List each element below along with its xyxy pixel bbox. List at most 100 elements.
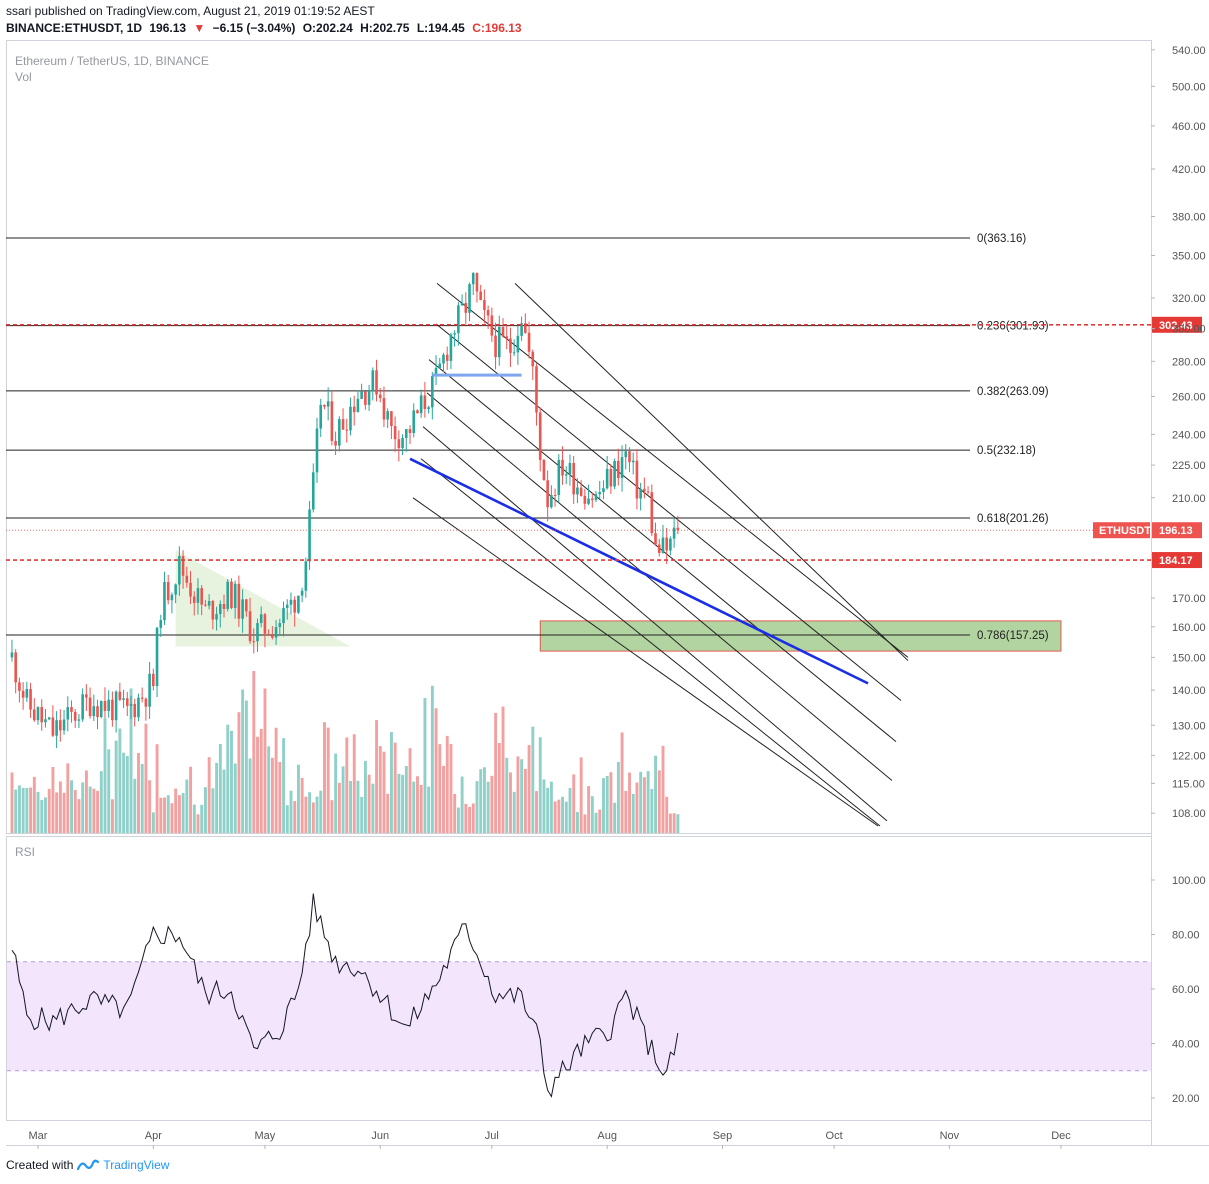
candle-body <box>200 588 203 605</box>
volume-bar <box>297 764 300 833</box>
candle-body <box>103 700 107 711</box>
candle-body <box>609 468 613 487</box>
volume-bar <box>196 814 200 833</box>
candle-body <box>617 460 620 479</box>
candle-body <box>505 336 509 339</box>
candle-body <box>204 604 207 606</box>
volume-bar <box>449 743 453 833</box>
candle-body <box>133 703 137 718</box>
volume-bar <box>590 796 594 833</box>
rsi-line[interactable] <box>11 893 679 1098</box>
volume-bar <box>155 744 159 833</box>
candle-body <box>40 706 44 723</box>
candle-body <box>453 333 456 335</box>
volume-bar <box>650 789 654 833</box>
candle-body <box>323 404 326 407</box>
volume-bar <box>349 781 352 833</box>
volume-bar <box>166 795 170 833</box>
candle-body <box>170 594 174 601</box>
volume-bars <box>10 671 680 833</box>
candle-body <box>594 494 598 501</box>
channel-line[interactable] <box>422 426 888 822</box>
candle-body <box>602 488 605 493</box>
volume-bar <box>486 781 490 833</box>
volume-bar <box>118 728 122 833</box>
time-axis[interactable]: Mar Apr May Jun Jul Aug Sep Oct Nov Dec <box>29 1130 1072 1149</box>
volume-bar <box>416 776 419 833</box>
channel-line[interactable] <box>436 283 909 658</box>
blue-trendline[interactable] <box>409 457 869 685</box>
last-price-badge <box>1152 522 1202 539</box>
volume-bar <box>40 800 44 833</box>
candle-body <box>553 494 557 496</box>
candle-body <box>471 273 475 285</box>
candle-body <box>449 334 453 361</box>
candle-body <box>148 673 151 707</box>
candle-body <box>665 537 668 551</box>
volume-bar <box>516 756 520 833</box>
candle-body <box>32 709 36 721</box>
open-value: O:202.24 <box>302 21 353 35</box>
candle-body <box>315 428 319 473</box>
price-axis[interactable]: 540.00 500.00 460.00 420.00 380.00 350.00 320.… <box>1151 45 1206 820</box>
candle-body <box>330 401 334 441</box>
volume-bar <box>494 712 498 833</box>
channel-line[interactable] <box>435 323 902 701</box>
candle-body <box>140 697 144 699</box>
volume-bar <box>92 788 96 833</box>
volume-bar <box>609 772 613 833</box>
volume-bar <box>523 768 527 833</box>
candle-body <box>137 697 140 718</box>
support-zone-rect[interactable] <box>539 620 1062 652</box>
candle-body <box>289 599 293 605</box>
tradingview-brand[interactable]: TradingView <box>103 1158 170 1172</box>
volume-bar <box>430 685 434 833</box>
price-tick-label: 280.00 <box>1172 356 1206 368</box>
volume-bar <box>583 814 587 833</box>
candle-body <box>427 407 430 410</box>
candle-body <box>111 699 114 721</box>
candle-body <box>293 599 296 613</box>
candle-body <box>66 707 70 720</box>
candle-body <box>215 614 218 620</box>
main-series-legend[interactable]: Ethereum / TetherUS, 1D, BINANCE <box>15 54 209 68</box>
candle-body <box>538 412 542 460</box>
volume-bar <box>360 796 364 833</box>
volume-bar <box>427 786 431 833</box>
channel-line[interactable] <box>412 497 879 827</box>
volume-bar <box>397 773 401 833</box>
volume-bar <box>263 688 267 833</box>
candle-body <box>672 527 676 539</box>
volume-bar <box>661 745 665 833</box>
price-tick-label: 350.00 <box>1172 251 1206 263</box>
low-value: L:194.45 <box>416 21 465 35</box>
candle-body <box>304 561 308 591</box>
candle-body <box>542 459 546 481</box>
volume-bar <box>36 791 40 833</box>
channel-line[interactable] <box>426 392 893 781</box>
volume-bar <box>479 769 483 833</box>
volume-bar <box>434 708 438 833</box>
channel-line[interactable] <box>420 458 881 827</box>
time-tick-label: Aug <box>597 1130 617 1142</box>
candle-body <box>274 627 278 638</box>
volume-bar <box>460 776 464 833</box>
channel-line[interactable] <box>514 283 909 661</box>
volume-legend[interactable]: Vol <box>15 70 32 84</box>
candle-body <box>55 720 58 736</box>
tradingview-logo-icon[interactable] <box>77 1158 100 1172</box>
candle-body <box>326 401 330 407</box>
candle-body <box>397 439 401 448</box>
candle-body <box>73 711 77 721</box>
volume-bar <box>58 781 62 833</box>
rsi-legend[interactable]: RSI <box>15 845 36 859</box>
volume-bar <box>445 735 449 833</box>
volume-bar <box>267 746 271 833</box>
candle-body <box>18 682 21 691</box>
candle-body <box>568 463 572 475</box>
created-with-label: Created with <box>6 1158 74 1172</box>
volume-bar <box>282 738 286 833</box>
candle-body <box>516 335 520 353</box>
candle-body <box>393 426 397 440</box>
rsi-band <box>7 961 1151 1071</box>
